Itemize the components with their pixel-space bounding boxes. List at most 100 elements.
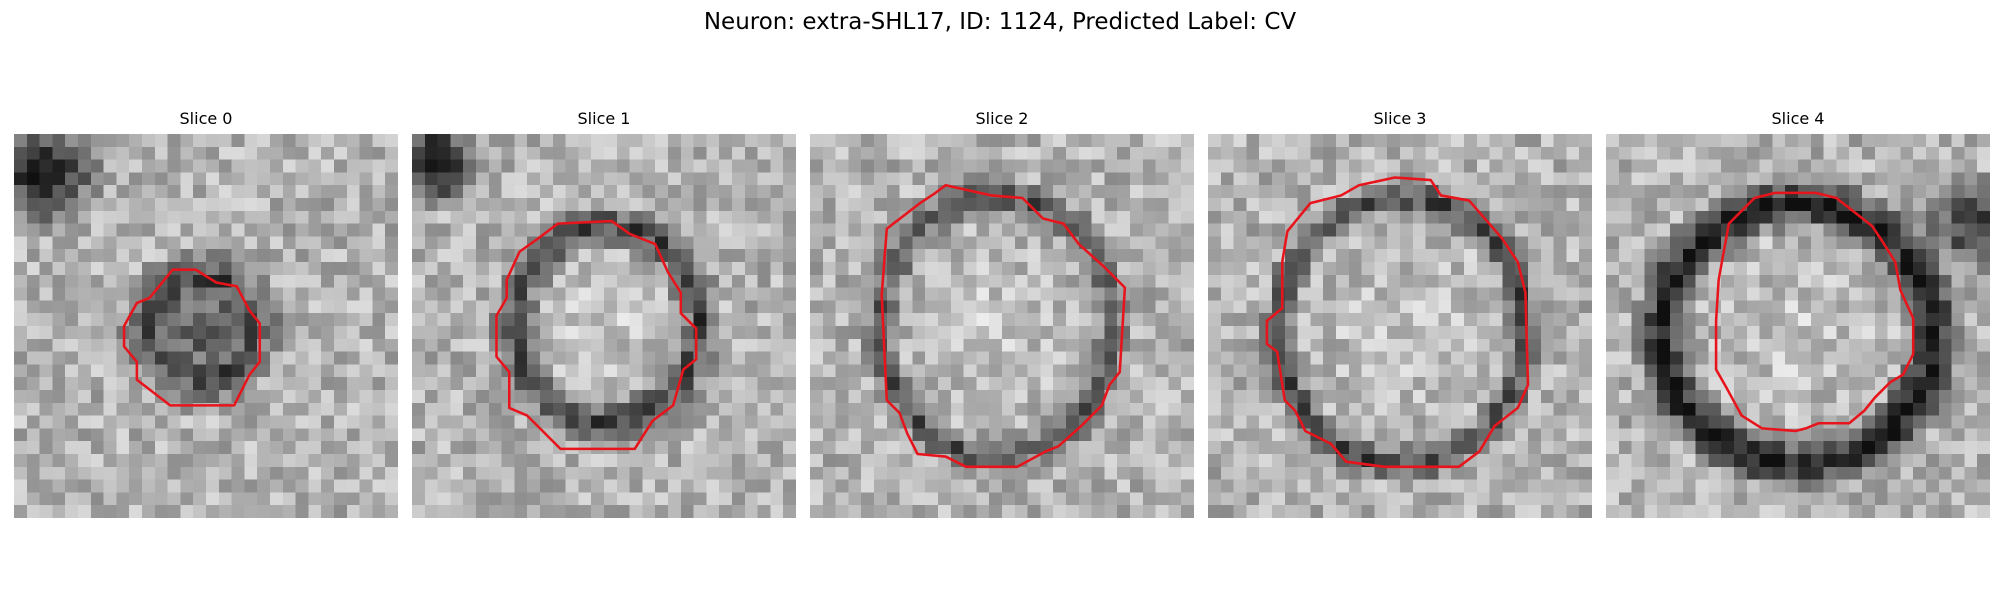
pixel bbox=[39, 249, 53, 263]
pixel bbox=[1515, 236, 1529, 250]
pixel bbox=[116, 274, 130, 288]
pixel bbox=[1284, 262, 1298, 276]
pixel bbox=[642, 492, 656, 506]
pixel bbox=[1489, 454, 1503, 468]
pixel bbox=[1104, 505, 1118, 518]
pixel bbox=[385, 185, 398, 199]
pixel bbox=[116, 505, 130, 518]
pixel bbox=[270, 377, 284, 391]
pixel bbox=[1579, 274, 1592, 288]
pixel bbox=[282, 134, 296, 148]
pixel bbox=[1695, 274, 1709, 288]
pixel bbox=[372, 492, 386, 506]
pixel bbox=[501, 326, 515, 340]
pixel bbox=[1400, 262, 1414, 276]
pixel bbox=[1387, 210, 1401, 224]
pixel bbox=[154, 338, 168, 352]
pixel bbox=[1644, 300, 1658, 314]
pixel bbox=[244, 300, 258, 314]
pixel bbox=[437, 274, 451, 288]
pixel bbox=[719, 351, 733, 365]
pixel bbox=[1348, 172, 1362, 186]
pixel bbox=[346, 441, 360, 455]
figure-title: Neuron: extra-SHL17, ID: 1124, Predicted… bbox=[703, 9, 1297, 35]
pixel bbox=[1451, 505, 1465, 518]
pixel bbox=[1926, 274, 1940, 288]
pixel bbox=[1644, 134, 1658, 148]
pixel bbox=[90, 338, 104, 352]
pixel bbox=[1130, 428, 1144, 442]
pixel bbox=[1938, 466, 1952, 480]
pixel bbox=[1874, 198, 1888, 212]
pixel bbox=[655, 338, 669, 352]
pixel bbox=[604, 274, 618, 288]
pixel bbox=[770, 146, 784, 160]
pixel bbox=[1951, 287, 1965, 301]
pixel bbox=[1772, 249, 1786, 263]
pixel bbox=[629, 300, 643, 314]
pixel bbox=[1014, 313, 1028, 327]
pixel bbox=[1489, 172, 1503, 186]
pixel bbox=[1836, 300, 1850, 314]
pixel bbox=[463, 198, 477, 212]
pixel bbox=[1644, 236, 1658, 250]
pixel bbox=[527, 300, 541, 314]
pixel bbox=[1836, 479, 1850, 493]
pixel bbox=[501, 415, 515, 429]
pixel bbox=[770, 466, 784, 480]
pixel bbox=[1823, 466, 1837, 480]
pixel bbox=[1721, 377, 1735, 391]
pixel bbox=[1438, 210, 1452, 224]
pixel bbox=[1053, 313, 1067, 327]
pixel bbox=[861, 198, 875, 212]
pixel bbox=[912, 172, 926, 186]
pixel bbox=[1631, 274, 1645, 288]
pixel bbox=[1374, 428, 1388, 442]
pixel bbox=[1657, 146, 1671, 160]
pixel bbox=[976, 326, 990, 340]
pixel bbox=[1759, 274, 1773, 288]
pixel bbox=[1631, 390, 1645, 404]
pixel bbox=[1695, 441, 1709, 455]
pixel bbox=[412, 415, 426, 429]
pixel bbox=[604, 326, 618, 340]
pixel bbox=[1053, 198, 1067, 212]
pixel bbox=[1489, 351, 1503, 365]
pixel bbox=[540, 351, 554, 365]
pixel bbox=[1284, 351, 1298, 365]
pixel bbox=[668, 210, 682, 224]
pixel bbox=[437, 415, 451, 429]
pixel bbox=[1142, 249, 1156, 263]
pixel bbox=[167, 415, 181, 429]
pixel bbox=[874, 185, 888, 199]
pixel bbox=[1464, 185, 1478, 199]
pixel bbox=[732, 249, 746, 263]
pixel bbox=[1887, 364, 1901, 378]
pixel bbox=[1644, 249, 1658, 263]
pixel bbox=[680, 351, 694, 365]
pixel bbox=[1502, 428, 1516, 442]
pixel bbox=[1323, 223, 1337, 237]
pixel bbox=[1502, 287, 1516, 301]
pixel bbox=[1336, 262, 1350, 276]
pixel bbox=[206, 198, 220, 212]
pixel bbox=[1874, 134, 1888, 148]
pixel bbox=[886, 466, 900, 480]
pixel bbox=[385, 377, 398, 391]
pixel bbox=[412, 364, 426, 378]
pixel bbox=[1014, 492, 1028, 506]
pixel bbox=[321, 428, 335, 442]
pixel bbox=[578, 198, 592, 212]
pixel bbox=[78, 274, 92, 288]
pixel bbox=[488, 377, 502, 391]
pixel bbox=[270, 300, 284, 314]
pixel bbox=[886, 326, 900, 340]
pixel bbox=[1553, 505, 1567, 518]
pixel bbox=[578, 249, 592, 263]
pixel bbox=[1078, 338, 1092, 352]
pixel bbox=[1579, 479, 1592, 493]
pixel bbox=[1515, 198, 1529, 212]
pixel bbox=[1246, 441, 1260, 455]
pixel bbox=[912, 300, 926, 314]
pixel bbox=[1606, 198, 1620, 212]
